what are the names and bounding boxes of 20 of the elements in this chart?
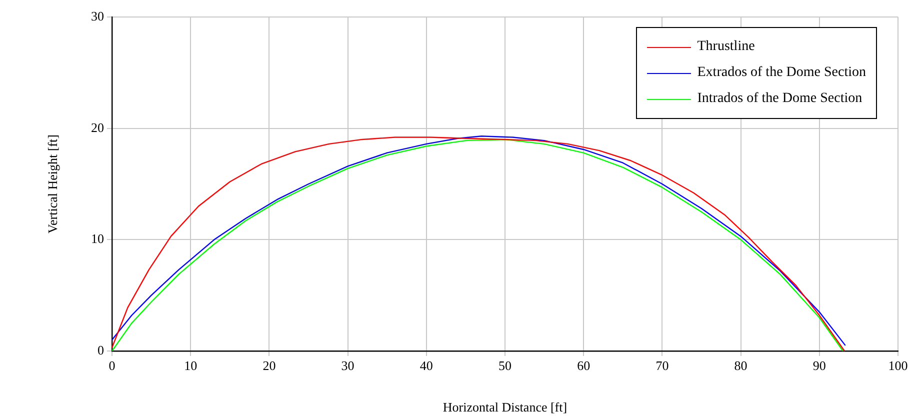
x-tick-label: 10 xyxy=(184,358,198,374)
x-tick-label: 40 xyxy=(420,358,433,374)
x-tick-label: 20 xyxy=(262,358,276,374)
x-tick-label: 70 xyxy=(656,358,669,374)
y-axis-title: Vertical Height [ft] xyxy=(45,134,60,234)
x-tick-label: 0 xyxy=(108,358,116,374)
x-tick-label: 80 xyxy=(734,358,748,374)
x-tick-label: 30 xyxy=(341,358,354,374)
legend-label: Intrados of the Dome Section xyxy=(697,90,862,108)
x-tick-label: 90 xyxy=(812,358,826,374)
legend-label: Extrados of the Dome Section xyxy=(697,64,866,82)
legend-label: Thrustline xyxy=(697,38,755,56)
y-tick-label: 0 xyxy=(98,342,104,358)
x-tick-label: 50 xyxy=(498,358,512,374)
y-tick-label: 30 xyxy=(91,8,104,24)
x-tick-label: 100 xyxy=(888,358,908,374)
y-tick-label: 10 xyxy=(91,231,104,246)
x-axis-title: Horizontal Distance [ft] xyxy=(442,400,568,415)
x-tick-label: 60 xyxy=(577,358,590,374)
y-tick-label: 20 xyxy=(91,120,104,135)
